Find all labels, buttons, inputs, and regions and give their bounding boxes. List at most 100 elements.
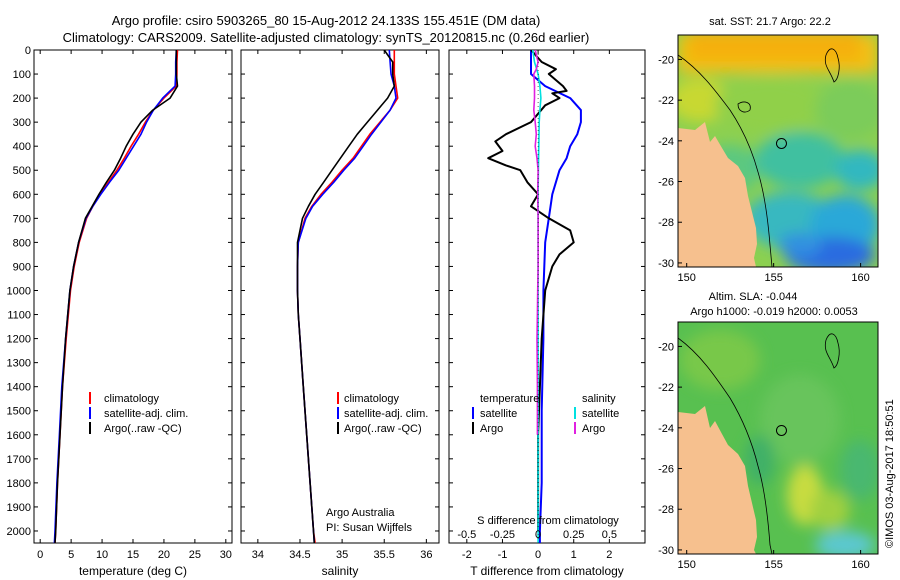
- y-tick-label: 2000: [7, 526, 31, 538]
- map-y-tick-label: -24: [658, 136, 674, 148]
- series-temperature-argo: [487, 50, 575, 531]
- imos-credit: ©IMOS 03-Aug-2017 18:50:51: [884, 399, 896, 548]
- x2-tick-label: -0.5: [457, 529, 476, 541]
- legend-label-temp-satellite: satellite: [480, 408, 517, 420]
- series-salinity-satellite: [531, 50, 542, 543]
- sst-map: sat. SST: 21.7 Argo: 22.2: [658, 16, 879, 284]
- sla-map-land: [678, 406, 757, 554]
- y-tick-label: 1000: [7, 285, 31, 297]
- difference-xlabel-salinity: S difference from climatology: [477, 515, 619, 527]
- x-axis-label: temperature (deg C): [79, 564, 187, 578]
- sla-map-subtitle: Argo h1000: -0.019 h2000: 0.0053: [690, 306, 858, 318]
- y-tick-label: 100: [13, 69, 31, 81]
- map-y-tick-label: -28: [658, 504, 674, 516]
- figure-title-line2: Climatology: CARS2009. Satellite-adjuste…: [63, 30, 590, 45]
- map-y-tick-label: -26: [658, 177, 674, 189]
- sla-map: Altim. SLA: -0.044 Argo h1000: -0.019 h2…: [658, 291, 879, 571]
- map-x-tick-label: 160: [851, 272, 869, 284]
- salinity-legend: climatology satellite-adj. clim. Argo(..…: [326, 392, 428, 534]
- y-tick-label: 1800: [7, 478, 31, 490]
- sst-map-land: [678, 122, 757, 267]
- map-y-tick-label: -22: [658, 95, 674, 107]
- map-y-tick-label: -30: [658, 545, 674, 557]
- annotation-argo-australia: Argo Australia: [326, 507, 395, 519]
- y-tick-label: 300: [13, 117, 31, 129]
- x2-tick-label: -0.25: [490, 529, 515, 541]
- y-tick-label: 400: [13, 141, 31, 153]
- x-tick-label: 0: [37, 549, 43, 561]
- map-x-tick-label: 150: [678, 559, 696, 571]
- x2-tick-label: 0.5: [602, 529, 617, 541]
- map-y-tick-label: -24: [658, 423, 674, 435]
- annotation-pi: PI: Susan Wijffels: [326, 522, 412, 534]
- sla-map-argo-marker: [775, 424, 787, 436]
- legend-header-salinity: salinity: [582, 393, 616, 405]
- y-tick-label: 1400: [7, 382, 31, 394]
- series-temperature-satellite: [530, 50, 582, 543]
- legend-label-climatology: climatology: [344, 393, 400, 405]
- x-tick-label: 30: [220, 549, 232, 561]
- sst-map-title: sat. SST: 21.7 Argo: 22.2: [709, 16, 831, 28]
- difference-legend: temperature salinity satellite Argo sate…: [472, 393, 619, 527]
- sst-map-seamount: [737, 101, 751, 113]
- sst-map-reef: [824, 48, 840, 83]
- map-x-tick-label: 155: [764, 559, 782, 571]
- series-climatology: [296, 50, 399, 543]
- x-tick-label: -1: [498, 549, 508, 561]
- series-argo: [54, 50, 179, 543]
- map-x-tick-label: 155: [764, 272, 782, 284]
- y-tick-label: 600: [13, 189, 31, 201]
- legend-label-satellite: satellite-adj. clim.: [104, 408, 188, 420]
- sst-map-argo-marker: [775, 137, 787, 149]
- legend-label-argo: Argo(..raw -QC): [344, 423, 422, 435]
- legend-label-climatology: climatology: [104, 393, 160, 405]
- x-tick-label: 25: [189, 549, 201, 561]
- legend-label-sal-satellite: satellite: [582, 408, 619, 420]
- y-tick-label: 800: [13, 237, 31, 249]
- x-tick-label: 20: [158, 549, 170, 561]
- legend-header-temperature: temperature: [480, 393, 539, 405]
- x-tick-label: 34.5: [289, 549, 310, 561]
- x-tick-label: 35.5: [374, 549, 395, 561]
- y-tick-label: 1600: [7, 430, 31, 442]
- x-tick-label: 0: [535, 549, 541, 561]
- series-satellite: [53, 50, 178, 543]
- temperature-legend: climatology satellite-adj. clim. Argo(..…: [89, 392, 188, 435]
- map-y-tick-label: -30: [658, 258, 674, 270]
- y-tick-label: 1900: [7, 502, 31, 514]
- y-tick-label: 1300: [7, 358, 31, 370]
- map-x-tick-label: 150: [678, 272, 696, 284]
- y-tick-label: 900: [13, 261, 31, 273]
- panel-frame: [33, 49, 233, 544]
- series-climatology: [54, 50, 179, 543]
- map-y-tick-label: -28: [658, 217, 674, 229]
- panel-frame: [240, 49, 440, 544]
- legend-label-temp-argo: Argo: [480, 423, 503, 435]
- map-y-tick-label: -22: [658, 382, 674, 394]
- sla-map-frame: [677, 321, 879, 555]
- legend-label-sal-argo: Argo: [582, 423, 605, 435]
- temperature-panel: 0100200300400500600700800900100011001200…: [7, 45, 233, 578]
- x-tick-label: 10: [96, 549, 108, 561]
- y-tick-label: 1500: [7, 406, 31, 418]
- sla-map-ticks: 150 155 160 -20 -22 -24 -26 -28 -30: [658, 341, 870, 571]
- sla-map-isobath: [678, 337, 773, 554]
- map-y-tick-label: -26: [658, 464, 674, 476]
- y-tick-label: 500: [13, 165, 31, 177]
- y-tick-label: 0: [25, 45, 31, 57]
- x2-tick-label: 0.25: [563, 529, 584, 541]
- x-tick-label: 2: [606, 549, 612, 561]
- sla-map-field: [680, 330, 878, 554]
- sst-map-frame: [677, 34, 879, 268]
- panel-frame: [448, 49, 646, 544]
- legend-label-argo: Argo(..raw -QC): [104, 423, 182, 435]
- x-tick-label: 15: [127, 549, 139, 561]
- legend-label-satellite: satellite-adj. clim.: [344, 408, 428, 420]
- sla-map-title: Altim. SLA: -0.044: [709, 291, 798, 303]
- y-tick-label: 1700: [7, 454, 31, 466]
- x-tick-label: 36: [420, 549, 432, 561]
- sst-map-ticks: 150 155 160 -20 -22 -24 -26 -28 -30: [658, 54, 870, 284]
- y-tick-label: 200: [13, 93, 31, 105]
- y-tick-label: 700: [13, 213, 31, 225]
